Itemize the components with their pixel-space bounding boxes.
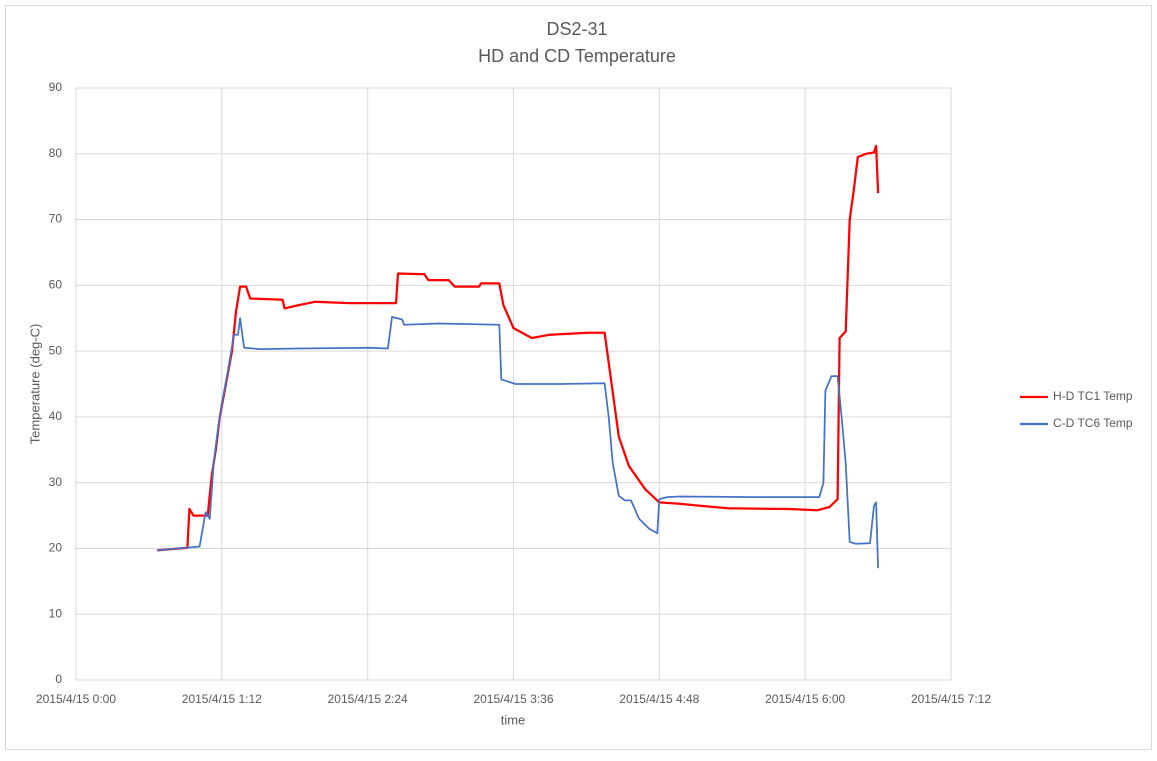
y-tick-label: 50 bbox=[49, 343, 63, 357]
x-tick-label: 2015/4/15 2:24 bbox=[328, 692, 408, 706]
y-tick-label: 30 bbox=[49, 475, 63, 489]
x-axis-label: time bbox=[501, 712, 526, 727]
chart-subtitle: HD and CD Temperature bbox=[478, 46, 676, 66]
series-line bbox=[156, 316, 879, 569]
y-tick-label: 60 bbox=[49, 278, 63, 292]
y-tick-label: 90 bbox=[49, 80, 63, 94]
y-tick-label: 80 bbox=[49, 146, 63, 160]
x-tick-label: 2015/4/15 7:12 bbox=[911, 692, 991, 706]
legend-label: C-D TC6 Temp bbox=[1053, 416, 1133, 430]
y-tick-label: 70 bbox=[49, 212, 63, 226]
x-tick-label: 2015/4/15 0:00 bbox=[36, 692, 116, 706]
x-tick-label: 2015/4/15 4:48 bbox=[619, 692, 699, 706]
y-tick-label: 20 bbox=[49, 541, 63, 555]
y-axis-label: Temperature (deg-C) bbox=[27, 324, 42, 445]
x-tick-label: 2015/4/15 1:12 bbox=[182, 692, 262, 706]
x-tick-label: 2015/4/15 3:36 bbox=[473, 692, 553, 706]
chart-title: DS2-31 bbox=[546, 19, 607, 39]
chart-border bbox=[5, 5, 1152, 750]
y-tick-label: 10 bbox=[49, 606, 63, 620]
legend-label: H-D TC1 Temp bbox=[1053, 389, 1133, 403]
y-tick-label: 40 bbox=[49, 409, 63, 423]
y-tick-label: 0 bbox=[55, 672, 62, 686]
x-tick-label: 2015/4/15 6:00 bbox=[765, 692, 845, 706]
